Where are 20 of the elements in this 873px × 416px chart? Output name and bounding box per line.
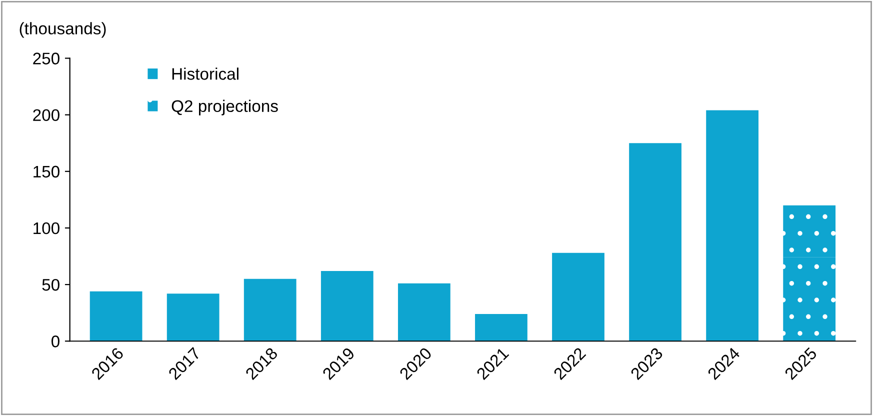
bar bbox=[475, 314, 528, 342]
y-tick-label: 0 bbox=[52, 336, 60, 348]
y-tick-label: 250 bbox=[33, 52, 60, 64]
bar bbox=[629, 143, 682, 342]
legend-label: Q2 projections bbox=[172, 100, 278, 116]
y-tick-label: 200 bbox=[33, 109, 60, 122]
y-axis-title: (thousands) bbox=[20, 22, 106, 38]
y-tick-label: 100 bbox=[34, 222, 60, 234]
bar bbox=[552, 252, 604, 342]
bar bbox=[398, 283, 450, 342]
bar bbox=[166, 294, 220, 342]
y-tick-label: 150 bbox=[34, 166, 60, 178]
y-tick-label: 50 bbox=[42, 278, 60, 291]
bar bbox=[783, 205, 836, 258]
legend-label: Historical bbox=[172, 68, 238, 80]
bar bbox=[320, 270, 374, 342]
bar bbox=[783, 257, 836, 342]
bar bbox=[706, 110, 758, 342]
bar bbox=[244, 278, 296, 342]
bar bbox=[90, 291, 142, 342]
